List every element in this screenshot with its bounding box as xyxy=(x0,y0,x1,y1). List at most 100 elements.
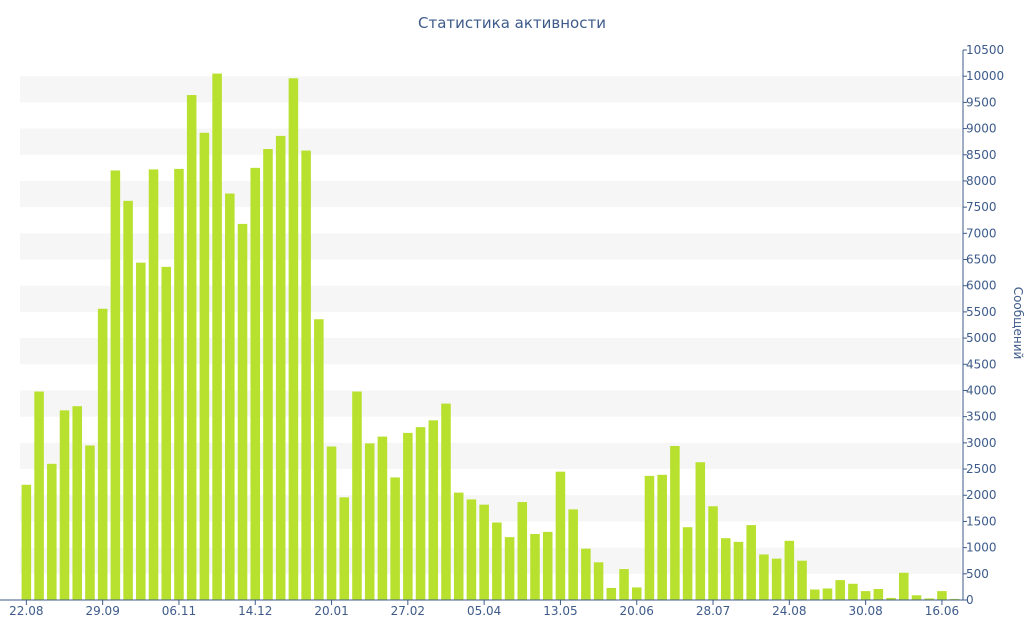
bar[interactable] xyxy=(428,420,439,600)
y-tick-label: 2000 xyxy=(966,488,997,502)
bar[interactable] xyxy=(326,446,337,600)
bar[interactable] xyxy=(110,170,121,601)
bar[interactable] xyxy=(59,410,70,600)
bar[interactable] xyxy=(301,150,311,600)
bar[interactable] xyxy=(415,427,426,600)
bar[interactable] xyxy=(250,167,261,601)
bar[interactable] xyxy=(924,598,934,600)
bar[interactable] xyxy=(479,504,489,600)
x-axis: 22.08 29.09 06.11 14.12 20.01 27.02 05.04 13.05… xyxy=(0,599,963,618)
bar[interactable] xyxy=(708,506,718,600)
y-tick-label: 10000 xyxy=(966,69,1004,83)
bar-series xyxy=(21,73,960,601)
grid-band xyxy=(20,180,961,208)
y-tick-label: 3500 xyxy=(966,410,997,424)
bar[interactable] xyxy=(186,95,197,601)
bar[interactable] xyxy=(530,534,540,600)
bar[interactable] xyxy=(619,569,629,600)
grid-band xyxy=(20,128,961,155)
bar[interactable] xyxy=(631,587,642,600)
y-tick-label: 9500 xyxy=(966,95,997,109)
bar[interactable] xyxy=(97,308,108,600)
bar[interactable] xyxy=(784,540,795,600)
bar[interactable] xyxy=(314,319,324,600)
bar[interactable] xyxy=(377,436,388,600)
bar[interactable] xyxy=(670,446,680,600)
bar[interactable] xyxy=(212,73,222,600)
y-tick-label: 4000 xyxy=(966,383,997,397)
y-tick-label: 8500 xyxy=(966,148,997,162)
bar[interactable] xyxy=(352,391,362,600)
bar[interactable] xyxy=(720,538,731,600)
x-tick-label: 24.08 xyxy=(772,604,806,618)
bar[interactable] xyxy=(288,78,299,601)
bar[interactable] xyxy=(263,149,273,600)
bar[interactable] xyxy=(72,406,82,600)
y-tick-label: 8000 xyxy=(966,174,997,188)
bar[interactable] xyxy=(225,193,235,600)
bar[interactable] xyxy=(873,589,884,600)
bar[interactable] xyxy=(809,589,820,600)
bar[interactable] xyxy=(860,591,871,600)
x-tick-label: 29.09 xyxy=(85,604,119,618)
bar[interactable] xyxy=(848,583,858,600)
bar[interactable] xyxy=(453,492,464,600)
bar[interactable] xyxy=(542,531,553,600)
bar[interactable] xyxy=(746,525,756,600)
x-tick-label: 30.08 xyxy=(848,604,882,618)
bar[interactable] xyxy=(390,477,400,600)
bar[interactable] xyxy=(21,484,32,600)
grid-band xyxy=(20,442,961,470)
bar[interactable] xyxy=(682,527,693,600)
bar[interactable] xyxy=(771,558,782,600)
bar[interactable] xyxy=(886,597,896,600)
bar[interactable] xyxy=(148,169,159,600)
bar[interactable] xyxy=(937,591,947,600)
grid-band xyxy=(20,338,961,365)
y-tick-label: 3000 xyxy=(966,436,997,450)
bar[interactable] xyxy=(403,432,413,600)
bar[interactable] xyxy=(466,499,477,600)
bar[interactable] xyxy=(85,445,95,600)
bar[interactable] xyxy=(835,580,845,600)
bar[interactable] xyxy=(47,463,57,600)
y-axis: 0 500 1000 1500 2000 2500 3000 3500 4000 4500 5000… xyxy=(962,43,1004,607)
bar[interactable] xyxy=(797,560,807,600)
y-tick-label: 6500 xyxy=(966,253,997,267)
bar[interactable] xyxy=(339,497,350,600)
bar[interactable] xyxy=(949,598,960,600)
y-tick-label: 4500 xyxy=(966,357,997,371)
bar[interactable] xyxy=(695,462,706,600)
bar[interactable] xyxy=(593,562,604,600)
bar[interactable] xyxy=(899,572,909,600)
bar[interactable] xyxy=(136,262,146,600)
y-tick-label: 9000 xyxy=(966,122,997,136)
bar[interactable] xyxy=(161,266,172,600)
bar[interactable] xyxy=(275,135,286,600)
bar[interactable] xyxy=(606,587,617,600)
bar[interactable] xyxy=(644,475,655,600)
bar[interactable] xyxy=(657,474,667,600)
bar[interactable] xyxy=(504,537,515,600)
bar[interactable] xyxy=(759,554,769,600)
bar[interactable] xyxy=(581,548,591,600)
bar[interactable] xyxy=(911,595,922,600)
y-axis-title: Сообщений xyxy=(1011,287,1024,360)
bar[interactable] xyxy=(555,471,566,600)
bar[interactable] xyxy=(174,168,184,600)
bar[interactable] xyxy=(492,522,502,600)
bar[interactable] xyxy=(517,502,528,600)
bar[interactable] xyxy=(237,223,248,600)
bar[interactable] xyxy=(123,200,133,601)
bar[interactable] xyxy=(199,132,210,600)
bar[interactable] xyxy=(822,588,833,600)
y-tick-label: 2500 xyxy=(966,462,997,476)
bar[interactable] xyxy=(733,541,744,600)
bar[interactable] xyxy=(568,509,578,600)
bar[interactable] xyxy=(364,443,375,600)
grid-band xyxy=(20,285,961,312)
x-tick-label: 05.04 xyxy=(467,604,501,618)
bar[interactable] xyxy=(441,403,451,600)
bar[interactable] xyxy=(34,391,44,600)
